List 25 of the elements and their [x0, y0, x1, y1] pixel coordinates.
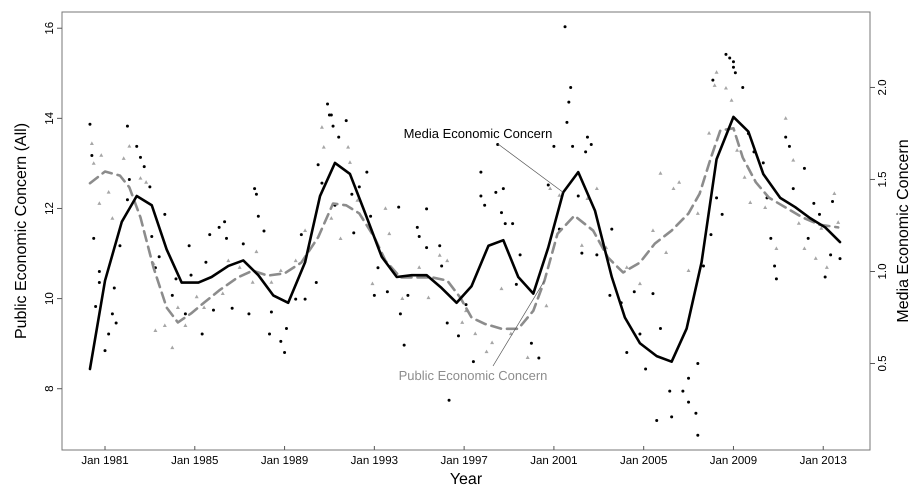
x-tick-label: Jan 2005	[620, 455, 668, 467]
text: Media Economic Concern	[404, 126, 552, 141]
x-tick-label: Jan 1985	[171, 455, 218, 467]
y2-axis-title: Media Economic Concern	[895, 139, 912, 323]
x-tick-label: Jan 1989	[260, 455, 308, 467]
y2-tick-label: 1.0	[877, 263, 889, 280]
y2-tick-label: 0.5	[877, 356, 889, 372]
x-axis-title: Year	[450, 471, 483, 488]
y-tick-label: 8	[44, 386, 56, 392]
y-tick-label: 10	[44, 292, 56, 305]
y2-tick-label: 1.5	[877, 171, 889, 188]
line-series	[88, 126, 840, 330]
y2-tick-label: 2.0	[877, 79, 889, 96]
x-tick-label: Jan 1997	[440, 455, 488, 467]
x-tick-label: Jan 1993	[350, 455, 398, 467]
line-series	[88, 116, 842, 370]
text: Public Economic Concern	[398, 368, 548, 383]
y-tick-label: 16	[44, 22, 56, 35]
y-tick-label: 12	[44, 202, 56, 215]
x-tick-label: Jan 2013	[800, 455, 847, 467]
x-tick-label: Jan 1981	[81, 455, 129, 467]
x-tick-label: Jan 2009	[710, 455, 758, 467]
y-axis-title: Public Economic Concern (All)	[13, 122, 30, 340]
y-tick-label: 14	[44, 111, 56, 125]
x-tick-label: Jan 2001	[530, 455, 578, 467]
